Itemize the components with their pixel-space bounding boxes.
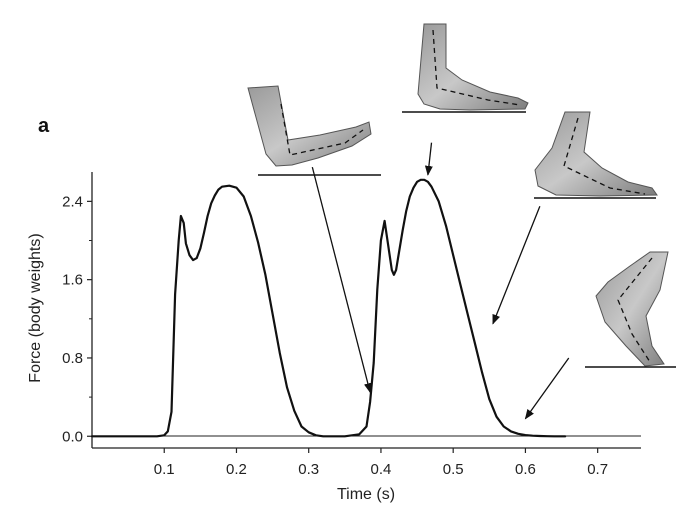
x-axis-title: Time (s) <box>337 486 395 503</box>
y-tick-label: 2.4 <box>62 193 83 210</box>
annotation-arrow-foot-mid-stance <box>492 206 541 325</box>
foot-illustration-toe-off <box>585 251 676 368</box>
x-tick-label: 0.6 <box>515 461 536 478</box>
force-curve-line <box>90 178 567 438</box>
x-tick-label: 0.3 <box>298 461 319 478</box>
x-ticks: 0.1 0.2 0.3 0.4 0.5 0.6 0.7 <box>154 448 608 478</box>
x-tick-label: 0.4 <box>371 461 392 478</box>
x-tick-label: 0.1 <box>154 461 175 478</box>
annotation-arrow-foot-heel-lift <box>311 166 372 394</box>
panel-label: a <box>38 115 50 137</box>
foot-illustration-flat <box>402 23 529 113</box>
y-tick-label: 1.6 <box>62 272 83 289</box>
y-ticks: 0.0 0.8 1.6 2.4 <box>62 193 92 445</box>
foot-illustration-mid-stance <box>534 111 658 199</box>
annotation-arrows <box>311 142 570 420</box>
axes: 0.1 0.2 0.3 0.4 0.5 0.6 0.7 0.0 0.8 1.6 2.4 <box>62 172 641 478</box>
y-tick-label: 0.8 <box>62 350 83 367</box>
y-axis-title: Force (body weights) <box>27 233 44 382</box>
foot-illustration-heel-lift <box>247 85 381 176</box>
annotation-arrow-foot-flat <box>424 142 433 176</box>
annotation-arrow-foot-toe-off <box>524 357 570 420</box>
y-tick-label: 0.0 <box>62 428 83 445</box>
x-tick-label: 0.2 <box>226 461 247 478</box>
x-tick-label: 0.7 <box>587 461 608 478</box>
series-group <box>90 178 567 438</box>
x-tick-label: 0.5 <box>443 461 464 478</box>
